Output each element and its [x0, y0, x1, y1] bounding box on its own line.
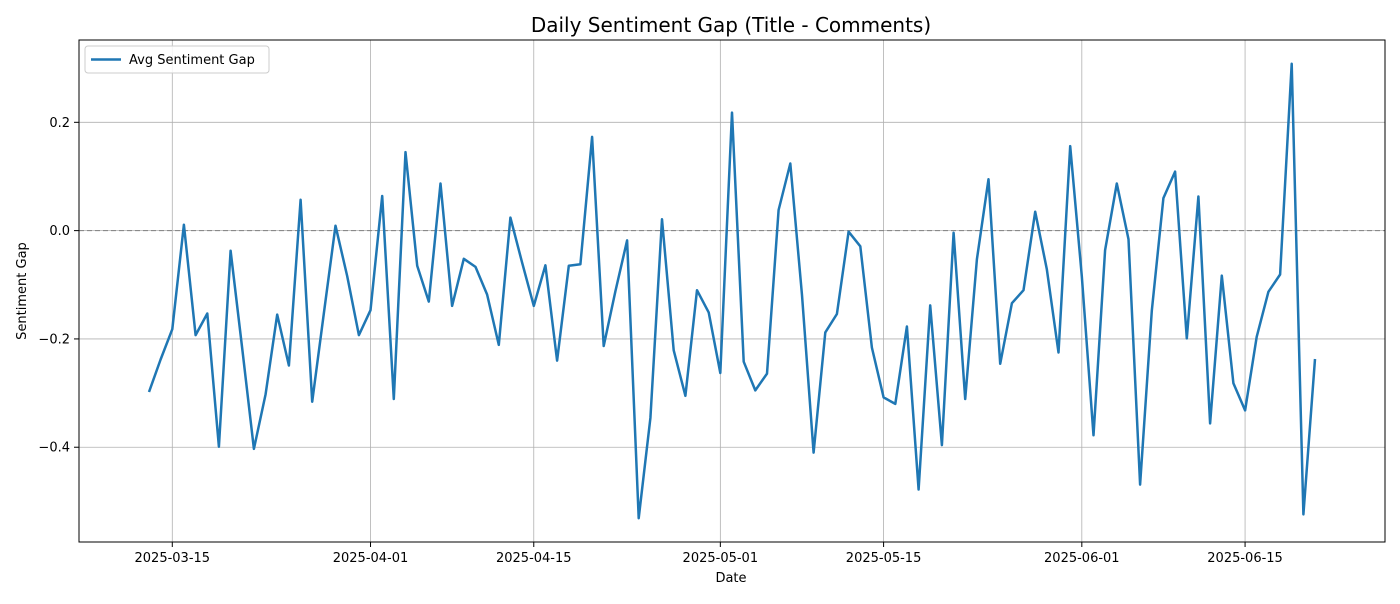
series-layer	[147, 62, 1317, 520]
y-axis-label: Sentiment Gap	[15, 242, 30, 340]
legend-label: Avg Sentiment Gap	[129, 53, 255, 68]
x-tick-label: 2025-06-15	[1207, 551, 1283, 566]
x-axis-ticks: 2025-03-15 2025-04-01 2025-04-15 2025-05-01…	[135, 542, 1283, 566]
x-tick-label: 2025-04-15	[496, 551, 572, 566]
legend-box	[84, 45, 270, 74]
x-tick-label: 2025-06-01	[1044, 551, 1120, 566]
y-tick-label: 0.2	[49, 116, 70, 131]
x-axis-label: Date	[715, 571, 746, 586]
series-line-avg-sentiment-gap	[147, 62, 1317, 520]
y-tick-label: 0.0	[49, 224, 70, 239]
x-tick-label: 2025-05-01	[683, 551, 759, 566]
chart-title: Daily Sentiment Gap (Title - Comments)	[531, 13, 931, 37]
x-tick-label: 2025-05-15	[846, 551, 922, 566]
y-tick-label: −0.4	[38, 441, 70, 456]
x-tick-label: 2025-04-01	[333, 551, 409, 566]
y-tick-label: −0.2	[38, 332, 70, 347]
plot-frame	[78, 39, 1386, 543]
y-axis-ticks: −0.4 −0.2 0.0 0.2	[38, 116, 79, 456]
x-tick-label: 2025-03-15	[135, 551, 211, 566]
legend: Avg Sentiment Gap	[84, 45, 270, 74]
